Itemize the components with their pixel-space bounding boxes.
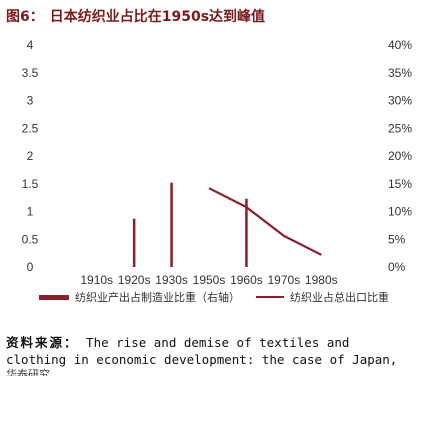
figure-header: 图6： 日本纺织业占比在1950s达到峰值 <box>6 6 422 26</box>
source-note: 资料来源： The rise and demise of textiles an… <box>6 334 422 376</box>
legend-item-bars: 纺织业产出占制造业比重（右轴） <box>39 289 240 305</box>
left-axis-tick-label: 2 <box>27 149 34 163</box>
x-axis-tick-label: 1930s <box>155 273 188 287</box>
right-axis-tick-label: 25% <box>388 121 412 135</box>
x-axis-tick-label: 1960s <box>230 273 263 287</box>
bar <box>245 198 248 267</box>
source-line-1: 资料来源： The rise and demise of textiles an… <box>6 334 422 351</box>
right-axis-tick-label: 15% <box>388 177 412 191</box>
left-axis-tick-label: 3.5 <box>22 66 39 80</box>
right-axis-tick-label: 20% <box>388 149 412 163</box>
legend-bar-swatch <box>39 294 69 300</box>
series-line <box>208 187 322 256</box>
legend-line-label: 纺织业占总出口比重 <box>290 291 389 304</box>
figure-label: 图6： <box>6 9 44 25</box>
x-axis-tick-label: 1920s <box>118 273 151 287</box>
source-text-3: 华泰研究 <box>6 368 50 376</box>
bar <box>132 218 136 267</box>
x-axis-tick-label: 1970s <box>268 273 301 287</box>
x-axis-tick-label: 1910s <box>80 273 113 287</box>
left-axis-tick-label: 1.5 <box>22 177 39 191</box>
chart-area: 00.511.522.533.540%5%10%15%20%25%30%35%4… <box>22 38 413 287</box>
right-axis-tick-label: 0% <box>388 260 406 274</box>
left-axis-tick-label: 1 <box>27 205 34 219</box>
figure-title: 日本纺织业占比在1950s达到峰值 <box>49 9 266 25</box>
left-axis-tick-label: 4 <box>27 38 34 52</box>
bar <box>170 182 173 267</box>
right-axis-tick-label: 10% <box>388 205 412 219</box>
source-text-1: The rise and demise of textiles and <box>86 335 350 350</box>
x-axis-tick-label: 1980s <box>305 273 338 287</box>
right-axis-tick-label: 35% <box>388 66 412 80</box>
right-axis-tick-label: 30% <box>388 94 412 108</box>
left-axis-tick-label: 3 <box>27 94 34 108</box>
left-axis-tick-label: 0 <box>27 260 34 274</box>
chart-legend: 纺织业产出占制造业比重（右轴） 纺织业占总出口比重 <box>0 287 428 307</box>
right-axis-tick-label: 5% <box>388 232 406 246</box>
left-axis-tick-label: 2.5 <box>22 121 39 135</box>
left-axis-tick-label: 0.5 <box>22 232 39 246</box>
legend-bar-label: 纺织业产出占制造业比重（右轴） <box>75 291 240 304</box>
source-label: 资料来源： <box>6 335 79 350</box>
x-axis-tick-label: 1950s <box>193 273 226 287</box>
legend-line-swatch <box>256 296 284 298</box>
right-axis-tick-label: 40% <box>388 38 412 52</box>
source-text-2: clothing in economic development: the ca… <box>6 352 398 367</box>
legend-item-line: 纺织业占总出口比重 <box>256 289 389 305</box>
